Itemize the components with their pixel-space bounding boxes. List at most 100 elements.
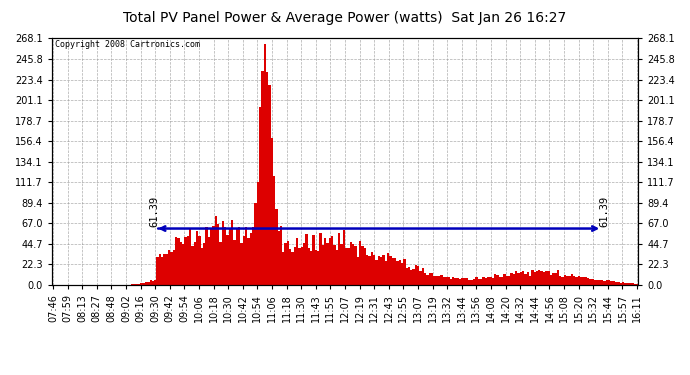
Text: Copyright 2008 Cartronics.com: Copyright 2008 Cartronics.com <box>55 40 199 49</box>
Bar <box>324 237 326 285</box>
Bar <box>145 282 147 285</box>
Bar <box>238 227 240 285</box>
Bar <box>210 229 213 285</box>
Bar <box>462 278 464 285</box>
Bar <box>203 243 206 285</box>
Bar <box>319 233 322 285</box>
Bar <box>543 272 545 285</box>
Bar <box>589 279 592 285</box>
Bar <box>268 85 270 285</box>
Bar <box>175 237 177 285</box>
Bar <box>606 280 608 285</box>
Bar <box>496 275 499 285</box>
Bar <box>340 244 343 285</box>
Bar <box>410 270 413 285</box>
Bar <box>491 278 494 285</box>
Text: Total PV Panel Power & Average Power (watts)  Sat Jan 26 16:27: Total PV Panel Power & Average Power (wa… <box>124 11 566 25</box>
Bar <box>531 270 533 285</box>
Bar <box>438 276 440 285</box>
Bar <box>266 72 268 285</box>
Bar <box>457 278 459 285</box>
Bar <box>510 273 513 285</box>
Bar <box>199 236 201 285</box>
Bar <box>164 254 166 285</box>
Bar <box>147 282 150 285</box>
Bar <box>526 272 529 285</box>
Bar <box>282 252 284 285</box>
Bar <box>575 277 578 285</box>
Bar <box>611 281 613 285</box>
Bar <box>533 272 536 285</box>
Bar <box>213 226 215 285</box>
Bar <box>501 277 503 285</box>
Bar <box>484 278 487 285</box>
Bar <box>487 277 489 285</box>
Bar <box>431 273 433 285</box>
Bar <box>633 284 636 285</box>
Bar <box>275 209 277 285</box>
Bar <box>194 242 196 285</box>
Bar <box>631 283 633 285</box>
Bar <box>627 283 629 285</box>
Bar <box>473 279 475 285</box>
Bar <box>475 278 477 285</box>
Bar <box>592 279 594 285</box>
Bar <box>196 231 199 285</box>
Bar <box>364 248 366 285</box>
Bar <box>482 277 484 285</box>
Bar <box>189 230 191 285</box>
Bar <box>270 138 273 285</box>
Bar <box>362 246 364 285</box>
Bar <box>599 280 601 285</box>
Bar <box>520 273 522 285</box>
Bar <box>235 229 238 285</box>
Bar <box>384 261 387 285</box>
Bar <box>343 230 345 285</box>
Bar <box>499 277 501 285</box>
Bar <box>217 224 219 285</box>
Bar <box>573 276 575 285</box>
Bar <box>377 256 380 285</box>
Bar <box>357 257 359 285</box>
Bar <box>608 280 611 285</box>
Bar <box>273 176 275 285</box>
Bar <box>294 247 296 285</box>
Bar <box>636 284 638 285</box>
Bar <box>262 71 264 285</box>
Bar <box>391 258 394 285</box>
Bar <box>131 284 133 285</box>
Bar <box>440 275 443 285</box>
Bar <box>506 276 508 285</box>
Bar <box>578 276 580 285</box>
Bar <box>373 255 375 285</box>
Bar <box>428 273 431 285</box>
Bar <box>215 216 217 285</box>
Bar <box>450 279 452 285</box>
Bar <box>433 276 436 285</box>
Bar <box>333 245 336 285</box>
Bar <box>161 257 164 285</box>
Bar <box>455 278 457 285</box>
Bar <box>629 283 631 285</box>
Bar <box>296 238 299 285</box>
Bar <box>559 276 562 285</box>
Bar <box>289 249 291 285</box>
Bar <box>375 260 377 285</box>
Bar <box>184 237 187 285</box>
Bar <box>315 250 317 285</box>
Bar <box>152 281 154 285</box>
Bar <box>624 283 627 285</box>
Bar <box>301 247 303 285</box>
Bar <box>247 238 250 285</box>
Bar <box>224 227 226 285</box>
Bar <box>180 242 182 285</box>
Bar <box>154 280 157 285</box>
Bar <box>582 277 584 285</box>
Bar <box>140 283 143 285</box>
Bar <box>250 232 252 285</box>
Bar <box>166 254 168 285</box>
Bar <box>555 273 557 285</box>
Bar <box>469 280 471 285</box>
Bar <box>382 255 384 285</box>
Bar <box>613 281 615 285</box>
